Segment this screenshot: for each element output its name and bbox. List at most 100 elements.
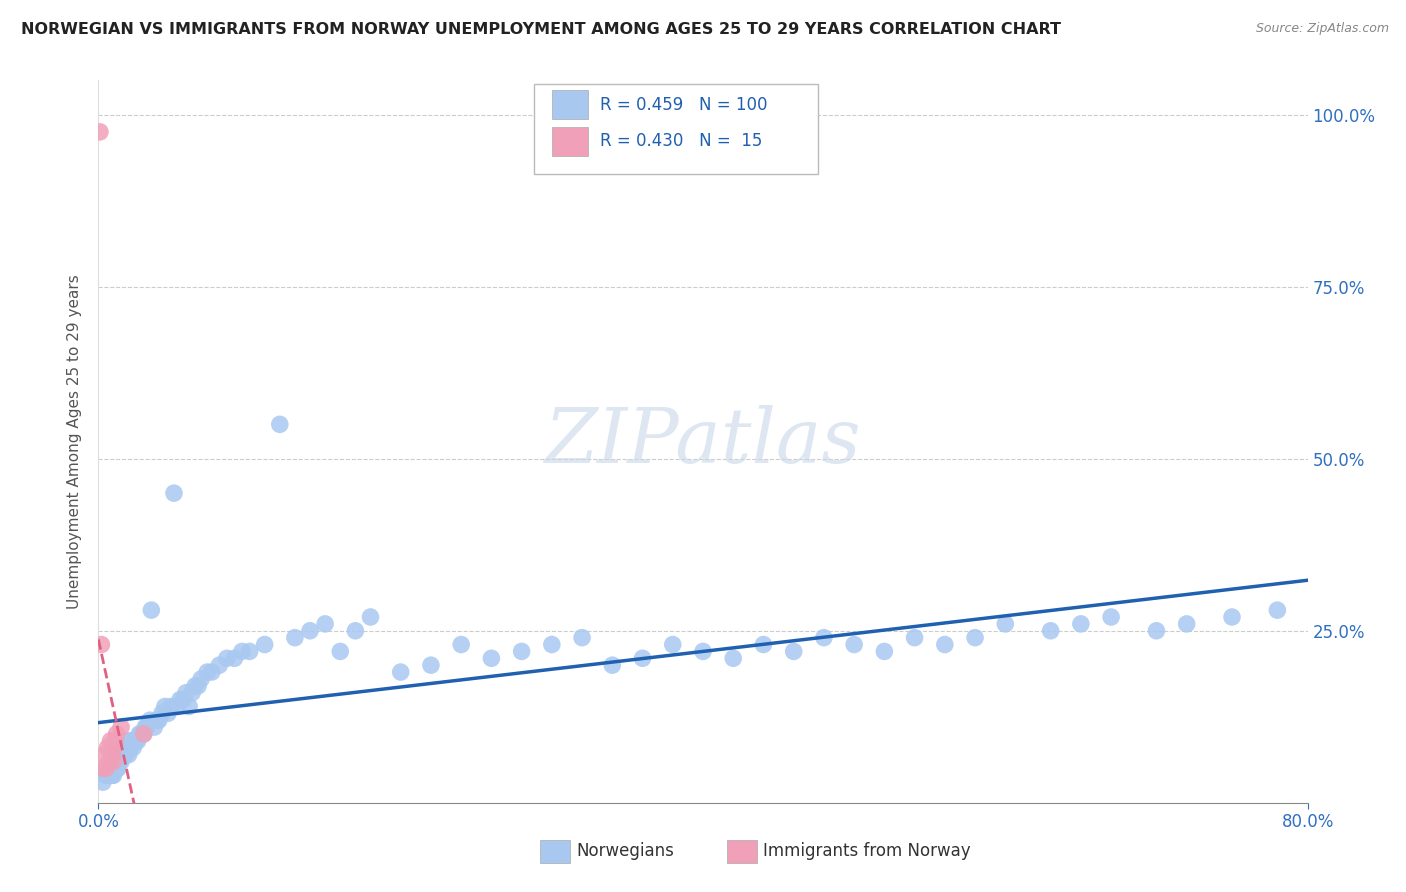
Text: Immigrants from Norway: Immigrants from Norway [763,842,972,860]
Point [91,761,114,775]
Point [540,638,562,652]
Point [201,665,224,679]
Point [172,692,194,706]
Point [100,734,122,748]
Point [179,699,201,714]
Point [107,761,129,775]
Point [103,761,125,775]
Point [101,747,124,762]
Point [184,679,207,693]
Point [1220,610,1243,624]
Point [105,727,128,741]
Point [111,747,134,762]
Point [299,624,322,638]
Point [98,768,121,782]
Point [103,768,125,782]
Point [115,740,138,755]
Point [125,734,148,748]
Point [105,747,128,762]
Point [98,755,121,769]
Point [132,727,155,741]
Point [344,624,367,638]
Point [163,486,186,500]
Point [994,616,1017,631]
Point [239,644,262,658]
Point [110,755,132,769]
Point [450,638,472,652]
Point [224,651,246,665]
Point [143,720,166,734]
Point [91,775,114,789]
FancyBboxPatch shape [534,84,818,174]
Point [215,651,238,665]
Point [692,644,714,658]
Text: Source: ZipAtlas.com: Source: ZipAtlas.com [1256,22,1389,36]
Point [873,644,896,658]
Point [1144,624,1167,638]
Point [122,740,145,755]
Point [253,638,276,652]
Point [107,755,129,769]
Point [1039,624,1062,638]
FancyBboxPatch shape [540,839,569,863]
Point [120,740,142,755]
Point [94,761,117,775]
Point [208,658,231,673]
Point [110,720,132,734]
Point [783,644,806,658]
Point [360,610,382,624]
Point [90,638,112,652]
FancyBboxPatch shape [727,839,758,863]
Point [101,768,124,782]
Point [231,644,253,658]
Text: NORWEGIAN VS IMMIGRANTS FROM NORWAY UNEMPLOYMENT AMONG AGES 25 TO 29 YEARS CORRE: NORWEGIAN VS IMMIGRANTS FROM NORWAY UNEM… [21,22,1062,37]
Point [156,706,179,721]
Point [104,755,127,769]
Point [104,734,127,748]
Point [103,755,125,769]
Point [1267,603,1289,617]
FancyBboxPatch shape [551,90,588,119]
Point [104,761,127,775]
Point [187,679,209,693]
Point [169,692,191,706]
Point [965,631,987,645]
Point [118,747,141,762]
Point [100,768,122,782]
Point [100,761,122,775]
Point [1070,616,1092,631]
Point [127,734,149,748]
Point [389,665,412,679]
Point [121,734,143,748]
Point [129,727,152,741]
Point [661,638,683,652]
Point [844,638,866,652]
Point [934,638,956,652]
Point [314,616,336,631]
Point [752,638,775,652]
Point [108,747,131,762]
Point [101,761,124,775]
Point [89,125,111,139]
Point [110,747,132,762]
Point [329,644,352,658]
Point [174,686,197,700]
Point [128,727,150,741]
FancyBboxPatch shape [551,127,588,155]
Point [166,699,188,714]
Point [190,672,212,686]
Point [420,658,443,673]
Point [481,651,503,665]
Point [269,417,291,432]
Text: Norwegians: Norwegians [576,842,673,860]
Point [105,761,128,775]
Point [118,734,141,748]
Point [103,761,125,775]
Point [94,768,117,782]
Point [148,713,170,727]
Text: ZIPatlas: ZIPatlas [544,405,862,478]
Point [813,631,835,645]
Point [103,755,125,769]
Point [96,740,118,755]
Point [571,631,593,645]
